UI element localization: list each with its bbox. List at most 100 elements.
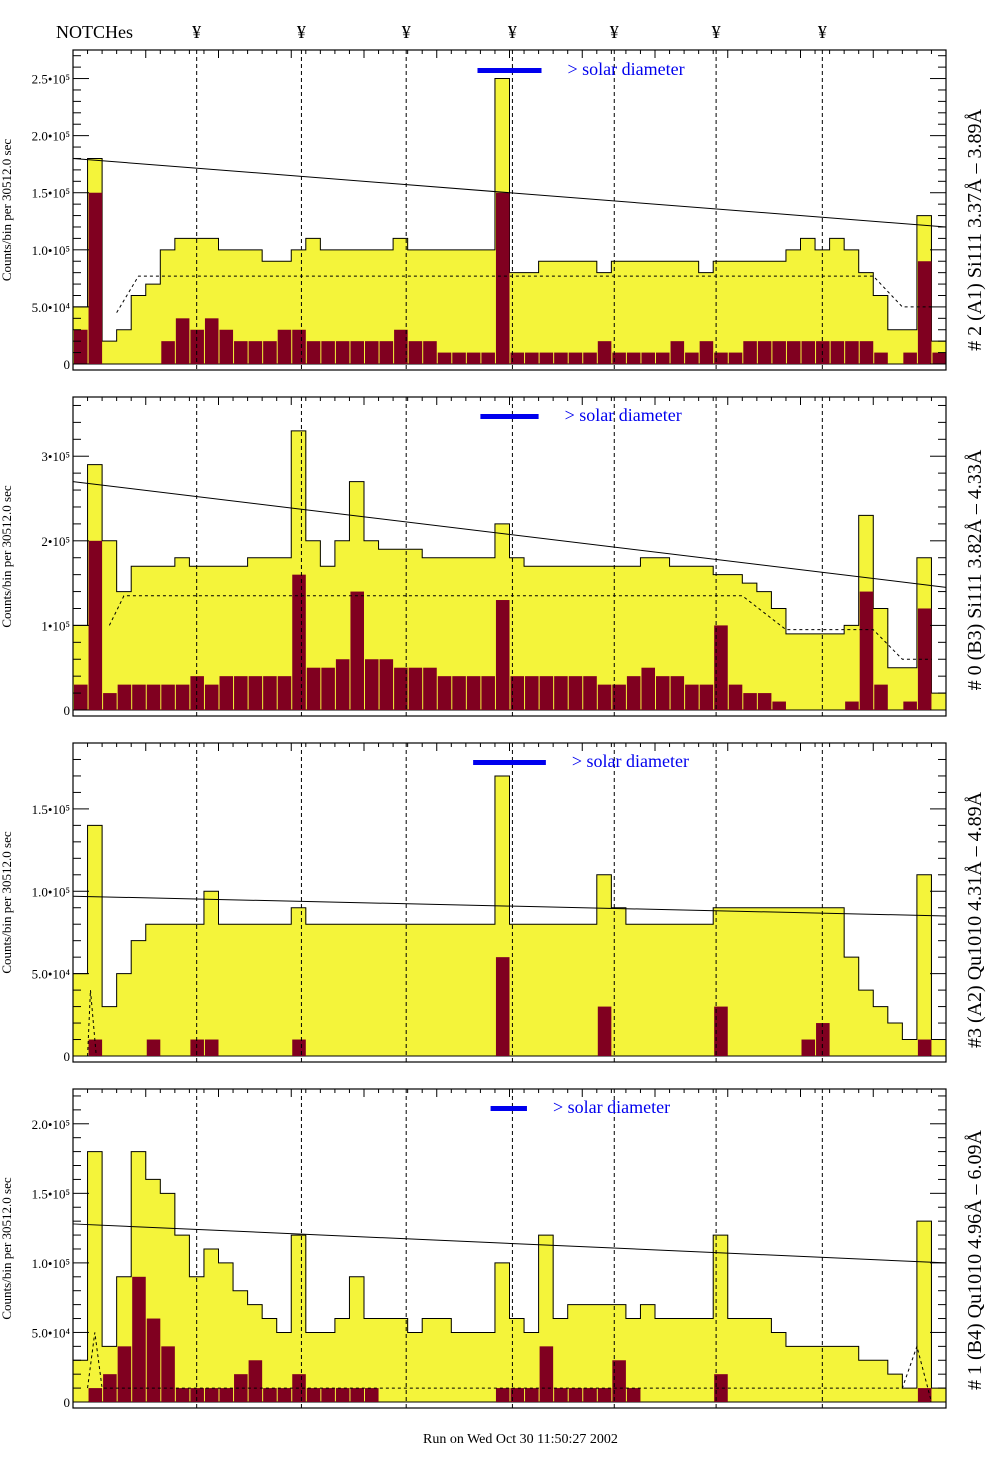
component-bar [670, 341, 685, 364]
y-tick-label: 0 [64, 357, 71, 372]
component-bar [568, 1388, 583, 1402]
total-bar [102, 1006, 118, 1056]
total-bar [815, 249, 831, 364]
total-bar [785, 907, 801, 1056]
component-bar [88, 1039, 103, 1056]
total-bar [611, 566, 627, 710]
total-bar [364, 249, 380, 364]
total-bar [582, 261, 598, 364]
total-bar [451, 1332, 467, 1402]
notch-symbol: ¥ [818, 22, 827, 42]
component-bar [365, 1388, 379, 1402]
component-bar [583, 676, 597, 710]
total-bar [800, 633, 816, 710]
y-tick-label: 2.5•10⁵ [32, 72, 70, 87]
component-bar [292, 1039, 306, 1056]
component-bar [277, 1388, 292, 1402]
component-bar [263, 341, 277, 364]
component-bar [204, 1039, 219, 1056]
component-bar [612, 684, 626, 710]
total-bar [553, 261, 569, 364]
component-bar [525, 1388, 539, 1402]
total-bar [887, 329, 903, 364]
total-bar [713, 1235, 729, 1402]
total-bar [684, 924, 700, 1056]
component-bar [277, 329, 292, 364]
total-bar [756, 1318, 772, 1402]
component-bar [103, 693, 117, 710]
total-bar [102, 341, 118, 364]
component-bar [626, 676, 641, 710]
total-bar [829, 633, 845, 710]
component-bar [350, 341, 364, 364]
total-bar [320, 249, 336, 364]
total-bar [247, 924, 263, 1056]
component-bar [597, 1006, 612, 1056]
dashed-model-line [87, 1332, 932, 1403]
component-bar [757, 693, 772, 710]
total-bar [611, 907, 627, 1056]
panel-title: # 0 (B3) Si111 3.82Å – 4.33Å [964, 449, 986, 690]
component-bar [714, 352, 728, 364]
total-bar [655, 924, 671, 1056]
total-bar [538, 566, 554, 710]
solar-diameter-bar [490, 1106, 527, 1111]
total-bar [756, 261, 772, 364]
component-bar [306, 341, 321, 364]
component-bar [175, 318, 190, 364]
component-bar [568, 676, 583, 710]
total-bar [902, 1039, 918, 1056]
total-bar [669, 261, 685, 364]
total-bar [349, 1276, 365, 1402]
y-axis-label: Counts/bin per 30512.0 sec [0, 1177, 14, 1319]
component-bar [597, 1388, 612, 1402]
y-axis-label: Counts/bin per 30512.0 sec [0, 139, 14, 281]
component-bar [146, 684, 161, 710]
y-tick-label: 5.0•10⁴ [32, 1325, 71, 1340]
component-bar [626, 352, 641, 364]
component-bar [335, 1388, 350, 1402]
total-bar [713, 261, 729, 364]
panel-title: #3 (A2) Qu1010 4.31Å – 4.89Å [964, 791, 986, 1048]
total-bar [160, 924, 176, 1056]
notches-label: NOTCHes [56, 22, 133, 42]
component-bar [394, 667, 408, 710]
component-bar [641, 667, 655, 710]
total-bar [858, 990, 874, 1056]
total-bar [596, 566, 612, 710]
component-bar [379, 659, 394, 710]
component-bar [525, 352, 539, 364]
component-bar [685, 684, 699, 710]
component-bar [74, 684, 88, 710]
component-bar [292, 329, 306, 364]
component-bar [466, 676, 481, 710]
y-tick-label: 3•10⁵ [41, 449, 70, 464]
total-bar [844, 625, 860, 710]
total-bar [218, 1262, 234, 1402]
component-bar [88, 192, 103, 364]
total-bar [451, 557, 467, 710]
trend-line [72, 1223, 947, 1264]
total-bar [451, 924, 467, 1056]
total-bar [916, 874, 932, 1056]
solar-diameter-bar [477, 68, 542, 73]
total-bar [684, 1318, 700, 1402]
component-bar [408, 341, 423, 364]
component-bar [335, 659, 350, 710]
notch-markers: ¥ ¥ ¥ ¥ ¥ ¥ ¥ [192, 22, 827, 42]
total-bar [262, 261, 278, 364]
total-bar [829, 907, 845, 1056]
total-bar [320, 924, 336, 1056]
total-bar [742, 261, 758, 364]
component-bar [306, 1388, 321, 1402]
component-bar [117, 1346, 132, 1402]
component-bar [917, 1388, 932, 1402]
total-bar [480, 1332, 496, 1402]
total-bar [233, 924, 249, 1056]
y-tick-label: 2.0•10⁵ [32, 1117, 70, 1132]
component-bar [772, 701, 786, 710]
solar-diameter-bar [480, 414, 539, 419]
total-bar [844, 1346, 860, 1402]
total-bar [742, 907, 758, 1056]
